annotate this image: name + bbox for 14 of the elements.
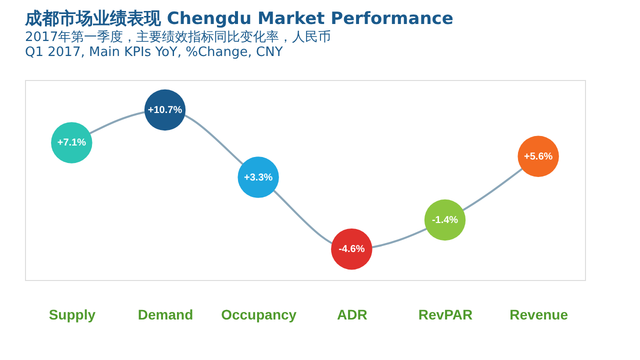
x-tick-label: Supply xyxy=(48,306,96,322)
chart-title: 成都市场业绩表现 Chengdu Market Performance xyxy=(24,9,454,29)
data-label: -1.4% xyxy=(432,215,458,226)
x-tick-label: RevPAR xyxy=(418,306,473,322)
data-label: +5.6% xyxy=(524,151,553,162)
data-label: +3.3% xyxy=(244,172,273,184)
x-tick-label: Revenue xyxy=(510,306,568,322)
x-tick-label: Demand xyxy=(138,306,194,322)
data-label: +10.7% xyxy=(148,105,182,116)
data-label: +7.1% xyxy=(57,138,86,149)
x-tick-label: Occupancy xyxy=(221,306,297,322)
x-tick-label: ADR xyxy=(336,306,368,322)
data-label: -4.6% xyxy=(338,244,365,256)
chart-subtitle: 2017年第一季度，主要绩效指标同比变化率，人民币 Q1 2017, Main KPIs YoY, %Change, CNY xyxy=(25,29,332,60)
